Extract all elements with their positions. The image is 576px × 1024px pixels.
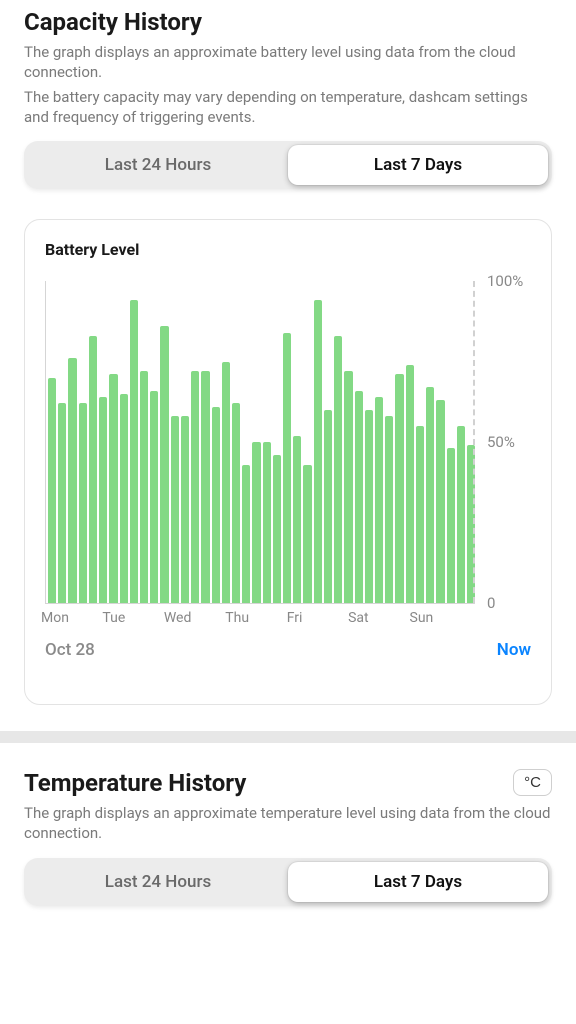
- chart-bar: [416, 426, 424, 603]
- chart-bar: [252, 442, 260, 603]
- x-axis-tick: Thu: [229, 604, 290, 626]
- temperature-title: Temperature History: [24, 769, 246, 797]
- chart-bar: [160, 326, 168, 603]
- x-axis-tick: Sun: [414, 604, 475, 626]
- chart-bar: [212, 407, 220, 603]
- capacity-title: Capacity History: [24, 8, 552, 36]
- chart-bar: [395, 374, 403, 603]
- chart-bar: [130, 300, 138, 603]
- x-axis-tick: Tue: [106, 604, 167, 626]
- chart-bar: [324, 410, 332, 603]
- tab-last-7-days[interactable]: Last 7 Days: [288, 145, 548, 185]
- capacity-history-section: Capacity History The graph displays an a…: [0, 8, 576, 705]
- x-axis-tick: Wed: [168, 604, 229, 626]
- chart-bar: [201, 371, 209, 603]
- chart-bar: [314, 300, 322, 603]
- section-divider: [0, 731, 576, 743]
- y-axis-label: 100%: [487, 272, 523, 290]
- chart-bar: [120, 394, 128, 603]
- chart-bar: [171, 416, 179, 603]
- chart-bar: [89, 336, 97, 603]
- battery-level-card: Battery Level MonTueWedThuFriSatSun 100%…: [24, 219, 552, 705]
- chart-y-axis: 100%50%0: [475, 281, 531, 603]
- chart-bar: [140, 371, 148, 603]
- chart-bar: [191, 371, 199, 603]
- chart-bar: [79, 403, 87, 603]
- tab-last-7-days[interactable]: Last 7 Days: [288, 862, 548, 902]
- chart-title: Battery Level: [45, 240, 531, 259]
- chart-start-date: Oct 28: [45, 640, 95, 660]
- chart-bar: [283, 333, 291, 604]
- chart-bar: [426, 387, 434, 603]
- chart-bar: [447, 448, 455, 603]
- tab-last-24-hours[interactable]: Last 24 Hours: [28, 862, 288, 902]
- y-axis-label: 0: [487, 594, 495, 612]
- chart-bar: [58, 403, 66, 603]
- chart-bar: [385, 416, 393, 603]
- chart-bar: [467, 445, 475, 603]
- x-axis-tick: Fri: [291, 604, 352, 626]
- chart-bar: [344, 371, 352, 603]
- chart-bar: [273, 455, 281, 603]
- battery-chart: MonTueWedThuFriSatSun 100%50%0: [45, 281, 531, 626]
- chart-bar: [48, 378, 56, 603]
- chart-bar: [457, 426, 465, 603]
- chart-bar: [242, 465, 250, 604]
- chart-date-range: Oct 28 Now: [45, 640, 531, 660]
- chart-bar: [293, 436, 301, 603]
- unit-toggle-button[interactable]: °C: [513, 769, 552, 796]
- chart-bars: [45, 281, 475, 603]
- chart-bar: [375, 397, 383, 603]
- chart-bar: [334, 336, 342, 603]
- chart-bar: [365, 410, 373, 603]
- chart-bar: [355, 391, 363, 604]
- chart-bar: [263, 442, 271, 603]
- capacity-desc-1: The graph displays an approximate batter…: [24, 42, 552, 83]
- x-axis-tick: Mon: [45, 604, 106, 626]
- chart-bar: [436, 400, 444, 603]
- temperature-history-section: Temperature History °C The graph display…: [0, 769, 576, 906]
- chart-bar: [406, 365, 414, 603]
- tab-last-24-hours[interactable]: Last 24 Hours: [28, 145, 288, 185]
- chart-bar: [99, 397, 107, 603]
- chart-bar: [303, 465, 311, 604]
- chart-now-label: Now: [497, 640, 531, 660]
- temperature-desc-1: The graph displays an approximate temper…: [24, 803, 552, 844]
- temperature-range-segmented: Last 24 Hours Last 7 Days: [24, 858, 552, 906]
- chart-bar: [232, 403, 240, 603]
- x-axis-tick: Sat: [352, 604, 413, 626]
- chart-bar: [222, 362, 230, 604]
- chart-bar: [68, 358, 76, 603]
- chart-bar: [150, 391, 158, 604]
- chart-bar: [109, 374, 117, 603]
- capacity-range-segmented: Last 24 Hours Last 7 Days: [24, 141, 552, 189]
- y-axis-label: 50%: [487, 433, 515, 451]
- chart-bar: [181, 416, 189, 603]
- capacity-desc-2: The battery capacity may vary depending …: [24, 87, 552, 128]
- chart-x-axis: MonTueWedThuFriSatSun: [45, 603, 475, 626]
